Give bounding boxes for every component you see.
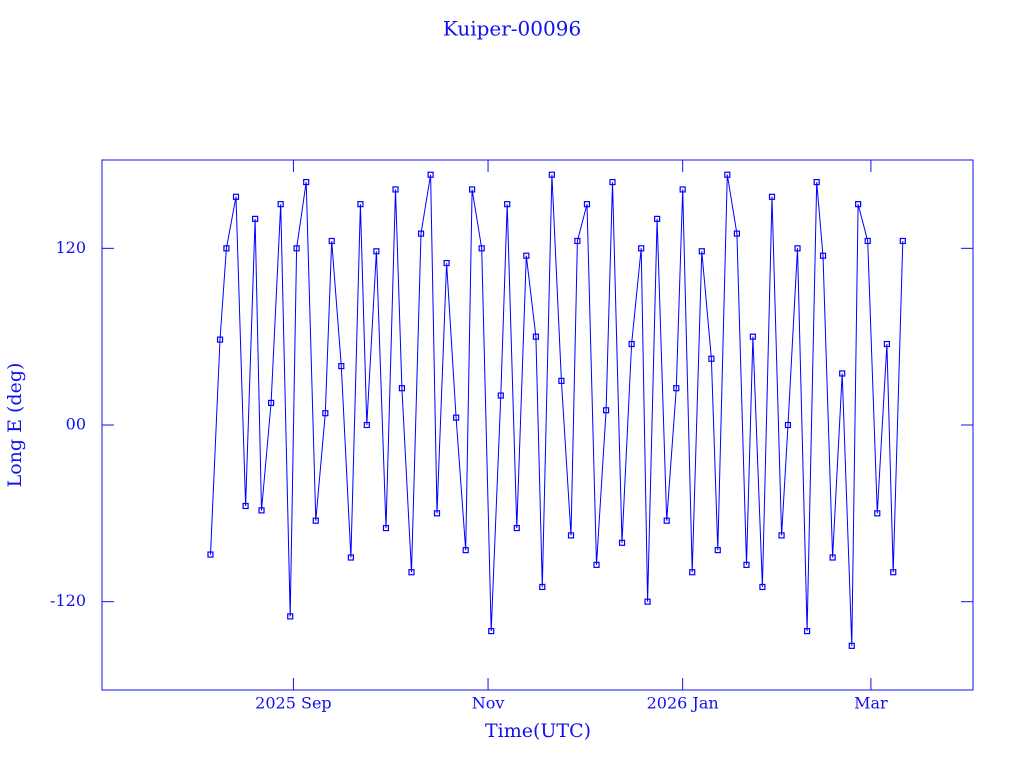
- y-tick-label: 00: [66, 415, 86, 434]
- data-point: [638, 245, 645, 252]
- data-point: [532, 333, 540, 340]
- data-point: [443, 259, 450, 267]
- data-point: [848, 642, 855, 649]
- data-point: [427, 171, 434, 178]
- data-point: [478, 245, 485, 252]
- data-point: [408, 569, 415, 576]
- data-point: [609, 178, 616, 186]
- data-point: [768, 193, 776, 200]
- data-point: [357, 201, 364, 208]
- data-point: [277, 201, 284, 208]
- data-point: [819, 252, 827, 259]
- data-point: [523, 252, 530, 259]
- data-point: [267, 399, 275, 407]
- data-point: [504, 201, 511, 208]
- x-tick-label: 2025 Sep: [255, 694, 331, 713]
- chart-title: Kuiper-00096: [443, 17, 581, 41]
- data-point: [398, 385, 406, 392]
- data-point: [338, 363, 345, 370]
- data-point: [794, 245, 801, 252]
- data-point: [258, 507, 265, 514]
- x-tick-label: Nov: [472, 694, 505, 713]
- data-point: [890, 569, 897, 576]
- plot-area: [207, 171, 906, 649]
- data-point: [574, 237, 581, 245]
- data-point: [679, 186, 686, 193]
- data-point: [567, 532, 575, 539]
- data-point: [417, 230, 425, 237]
- data-point: [242, 502, 249, 510]
- data-point: [743, 561, 750, 568]
- data-point: [829, 554, 836, 561]
- data-point: [363, 421, 370, 429]
- data-point: [303, 178, 310, 186]
- data-point: [724, 171, 731, 178]
- y-tick-label: -120: [50, 591, 86, 610]
- data-point: [864, 237, 871, 245]
- data-point: [548, 171, 555, 178]
- data-point: [382, 524, 390, 532]
- data-point: [689, 569, 696, 576]
- data-point: [497, 392, 504, 399]
- data-point: [207, 551, 214, 558]
- data-point: [759, 583, 766, 591]
- data-point: [883, 340, 890, 348]
- data-point: [618, 539, 626, 546]
- data-point: [602, 407, 610, 414]
- data-point: [663, 517, 670, 524]
- y-axis-label: Long E (deg): [4, 363, 26, 488]
- data-point: [899, 237, 906, 245]
- data-point: [539, 583, 546, 591]
- data-point: [216, 336, 224, 343]
- data-point: [839, 370, 846, 377]
- data-point: [654, 215, 661, 222]
- data-point: [628, 340, 635, 348]
- data-point: [593, 561, 600, 568]
- x-tick-label: 2026 Jan: [647, 694, 719, 713]
- data-point: [433, 510, 441, 517]
- data-point: [708, 355, 715, 362]
- data-point: [373, 248, 380, 255]
- data-point: [714, 547, 721, 554]
- data-point: [462, 547, 469, 554]
- data-point: [813, 178, 820, 186]
- data-point: [698, 248, 705, 255]
- data-point: [232, 193, 240, 200]
- data-point: [392, 186, 399, 193]
- data-point: [328, 237, 335, 245]
- data-point: [513, 524, 520, 532]
- data-point: [558, 377, 565, 384]
- data-point: [347, 554, 354, 561]
- data-point: [252, 215, 259, 222]
- data-point: [453, 414, 460, 421]
- data-point: [468, 186, 476, 193]
- data-point: [223, 245, 230, 252]
- data-point: [874, 510, 881, 517]
- data-line: [210, 174, 904, 646]
- data-point: [583, 201, 591, 208]
- plot-frame: [101, 159, 974, 691]
- data-point: [673, 385, 680, 392]
- data-point: [778, 532, 785, 539]
- data-point: [287, 613, 294, 620]
- data-point: [784, 421, 792, 429]
- data-point: [803, 628, 811, 635]
- data-point: [312, 517, 319, 524]
- y-tick-label: 120: [55, 238, 86, 257]
- data-point: [749, 333, 756, 340]
- data-point: [322, 410, 329, 417]
- data-point: [644, 598, 651, 605]
- data-point: [488, 628, 495, 635]
- data-point: [855, 201, 862, 208]
- data-point: [733, 230, 741, 237]
- x-axis-label: Time(UTC): [485, 720, 591, 742]
- data-point: [293, 245, 300, 252]
- x-tick-label: Mar: [854, 694, 888, 713]
